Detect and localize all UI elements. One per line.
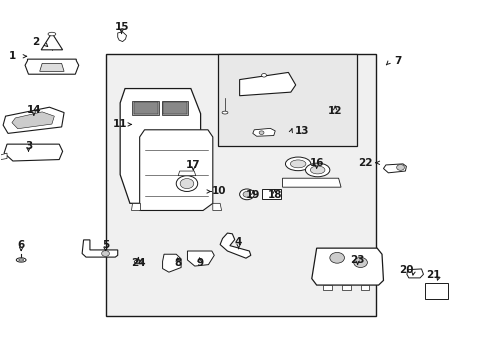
Text: 18: 18 (267, 190, 282, 200)
Bar (105, 54, 375, 316)
Ellipse shape (16, 258, 26, 262)
Text: 9: 9 (196, 258, 203, 268)
Text: 8: 8 (174, 258, 181, 268)
Polygon shape (239, 72, 295, 96)
Circle shape (102, 251, 109, 256)
Polygon shape (360, 285, 368, 290)
Ellipse shape (134, 260, 142, 264)
Ellipse shape (48, 32, 56, 36)
Bar (261, 189, 281, 199)
Ellipse shape (19, 259, 23, 261)
Text: 17: 17 (185, 160, 200, 170)
Polygon shape (383, 164, 406, 173)
Text: 23: 23 (350, 255, 364, 265)
Text: 4: 4 (234, 237, 242, 247)
Polygon shape (118, 32, 126, 41)
Polygon shape (162, 254, 181, 272)
Circle shape (243, 192, 250, 197)
Text: 6: 6 (18, 240, 25, 250)
Text: 5: 5 (102, 240, 109, 250)
Bar (424, 283, 447, 299)
Polygon shape (131, 203, 140, 211)
Polygon shape (4, 144, 62, 161)
Polygon shape (187, 251, 214, 266)
Text: 7: 7 (394, 56, 401, 66)
Polygon shape (178, 171, 195, 176)
Text: 22: 22 (357, 158, 372, 168)
Polygon shape (323, 285, 331, 290)
Polygon shape (406, 269, 423, 278)
Text: 24: 24 (131, 258, 145, 268)
Circle shape (329, 252, 344, 263)
Text: 20: 20 (398, 265, 413, 275)
Circle shape (176, 176, 197, 192)
Polygon shape (25, 59, 79, 74)
Text: 11: 11 (113, 120, 127, 129)
Ellipse shape (310, 166, 325, 174)
Polygon shape (341, 285, 350, 290)
Polygon shape (282, 178, 340, 187)
Bar (217, 54, 356, 146)
Polygon shape (41, 33, 62, 50)
Ellipse shape (290, 160, 305, 168)
Polygon shape (120, 89, 200, 203)
Text: 12: 12 (327, 106, 342, 116)
Polygon shape (252, 129, 275, 136)
Polygon shape (3, 107, 64, 134)
Text: 14: 14 (26, 105, 41, 115)
Text: 2: 2 (32, 37, 40, 47)
Polygon shape (0, 153, 7, 159)
Ellipse shape (305, 163, 329, 177)
Ellipse shape (285, 157, 310, 171)
Text: 10: 10 (211, 186, 226, 197)
Text: 13: 13 (294, 126, 308, 135)
Bar (163, 102, 186, 114)
Polygon shape (12, 112, 54, 129)
Polygon shape (140, 130, 212, 211)
Bar (161, 101, 188, 116)
Circle shape (353, 257, 366, 267)
Circle shape (180, 179, 193, 189)
Text: 19: 19 (245, 190, 260, 200)
Text: 1: 1 (9, 51, 17, 61)
Text: 15: 15 (114, 22, 129, 32)
Circle shape (259, 131, 264, 134)
Circle shape (261, 73, 266, 77)
Polygon shape (82, 240, 118, 257)
Text: 16: 16 (309, 158, 323, 168)
Circle shape (239, 189, 254, 200)
Text: 3: 3 (25, 141, 32, 151)
Ellipse shape (222, 111, 227, 114)
Text: 21: 21 (426, 270, 440, 280)
Polygon shape (212, 203, 221, 211)
Bar (132, 101, 159, 116)
Polygon shape (40, 63, 64, 71)
Polygon shape (220, 233, 250, 258)
Circle shape (396, 165, 404, 170)
Bar (134, 102, 158, 114)
Ellipse shape (136, 261, 140, 263)
Polygon shape (311, 248, 383, 285)
